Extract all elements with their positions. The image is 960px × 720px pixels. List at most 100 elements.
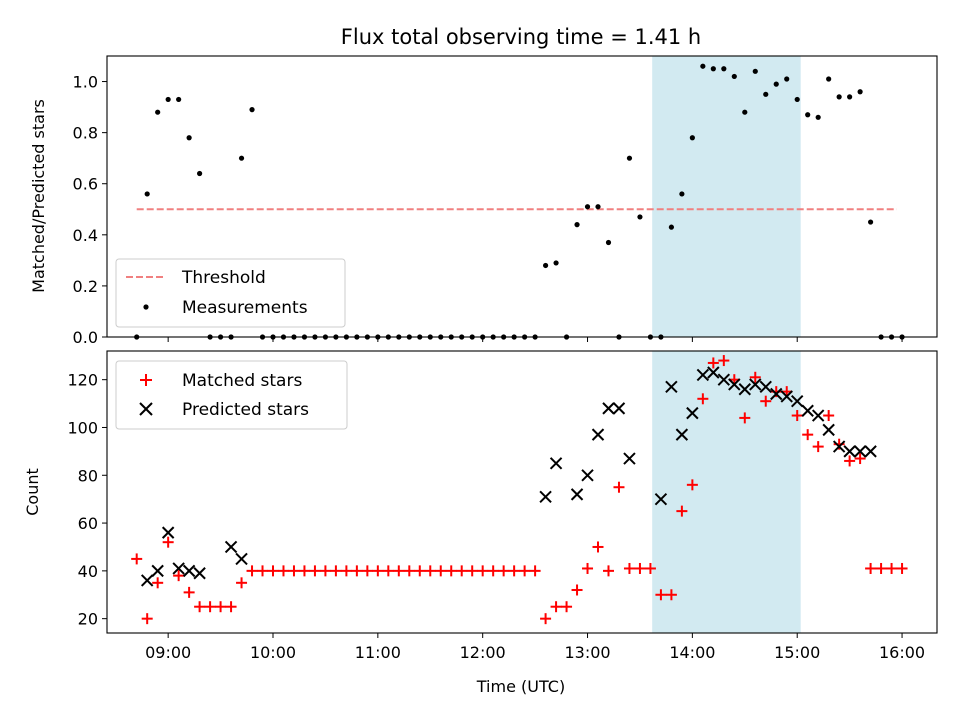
predicted-star-point xyxy=(161,526,175,539)
matched-star-point xyxy=(131,553,143,565)
x-axis-label: Time (UTC) xyxy=(476,677,565,696)
matched-star-point xyxy=(886,562,898,574)
matched-star-point xyxy=(655,589,667,601)
matched-star-point xyxy=(802,429,814,441)
matched-star-point xyxy=(340,565,352,577)
matched-star-point xyxy=(236,577,248,589)
measurement-point xyxy=(689,135,695,141)
predicted-star-point xyxy=(602,402,615,415)
predicted-star-point xyxy=(140,574,154,587)
top-axes-frame xyxy=(106,55,938,338)
predicted-star-point xyxy=(707,366,720,379)
matched-star-point xyxy=(749,371,761,383)
measurement-point xyxy=(197,170,203,177)
measurement-point xyxy=(176,96,182,103)
measurement-point xyxy=(805,112,811,118)
bottom-x-tick-label: 10:00 xyxy=(250,643,296,662)
matched-star-point xyxy=(592,541,604,553)
measurements-series xyxy=(134,63,905,340)
matched-star-point xyxy=(456,565,468,577)
bottom-y-tick-label: 40 xyxy=(78,562,98,581)
bottom-legend-box xyxy=(115,360,348,430)
predicted-star-point xyxy=(791,394,804,408)
legend-predicted-swatch xyxy=(139,402,153,416)
measurement-point xyxy=(605,239,612,246)
bottom-y-ticks: 20 40 60 80 100 120 xyxy=(67,371,107,629)
matched-star-point xyxy=(550,601,562,613)
predicted-star-point xyxy=(853,445,867,458)
top-y-tick-label: 1.0 xyxy=(73,73,98,92)
matched-star-point xyxy=(173,570,185,582)
top-y-tick-label: 0.6 xyxy=(73,175,98,194)
predicted-star-point xyxy=(172,562,185,575)
legend-matched-label: Matched stars xyxy=(182,371,302,391)
measurement-point xyxy=(721,66,727,72)
matched-star-point xyxy=(498,565,510,577)
matched-star-point xyxy=(540,613,552,625)
bottom-legend: Matched stars Predicted stars xyxy=(115,360,348,430)
matched-star-point xyxy=(204,601,216,613)
matched-star-point xyxy=(309,565,321,577)
measurement-point xyxy=(826,76,832,82)
bottom-y-tick-label: 80 xyxy=(78,466,98,485)
measurement-point xyxy=(542,262,549,269)
measurement-point xyxy=(574,222,580,228)
matched-star-point xyxy=(613,481,625,493)
matched-star-point xyxy=(561,601,573,613)
matched-star-point xyxy=(466,565,478,577)
matched-star-point xyxy=(602,565,614,577)
predicted-star-point xyxy=(570,488,584,501)
matched-star-point xyxy=(162,536,174,548)
matched-star-point xyxy=(875,562,887,574)
measurement-point xyxy=(836,94,842,100)
measurement-point xyxy=(794,96,800,103)
predicted-star-point xyxy=(801,404,814,417)
matched-star-point xyxy=(267,565,279,577)
matched-star-point xyxy=(823,410,835,422)
predicted-star-point xyxy=(549,457,563,470)
bottom-y-tick-label: 120 xyxy=(67,371,98,390)
top-panel: 0.0 0.2 0.4 0.6 0.8 1.0 Matched/Predicted sta… xyxy=(29,55,938,347)
predicted-star-point xyxy=(749,378,762,391)
bottom-y-axis-label: Count xyxy=(23,468,42,516)
matched-star-point xyxy=(665,589,677,601)
matched-star-point xyxy=(372,565,384,577)
matched-star-point xyxy=(529,565,541,577)
matched-star-point xyxy=(896,562,908,574)
measurement-point xyxy=(752,68,758,74)
matched-star-point xyxy=(644,562,656,574)
measurement-point xyxy=(249,107,255,113)
predicted-star-point xyxy=(728,378,741,391)
top-y-tick-label: 0.0 xyxy=(73,328,98,347)
matched-star-point xyxy=(623,562,635,574)
matched-star-point xyxy=(330,565,342,577)
predicted-star-point xyxy=(654,492,668,506)
predicted-stars-series xyxy=(140,366,877,587)
matched-star-point xyxy=(246,565,258,577)
predicted-star-point xyxy=(759,380,772,394)
measurement-point xyxy=(763,91,769,97)
legend-measurements-swatch xyxy=(143,304,149,310)
top-y-axis-label: Matched/Predicted stars xyxy=(29,99,48,293)
bottom-highlight-span xyxy=(652,351,801,633)
legend-matched-swatch xyxy=(140,374,152,386)
predicted-star-point xyxy=(581,469,594,482)
matched-star-point xyxy=(487,565,499,577)
matched-star-point xyxy=(582,562,594,574)
matched-star-point xyxy=(791,410,803,422)
matched-star-point xyxy=(403,565,415,577)
predicted-star-point xyxy=(696,368,710,382)
top-chart-title: Flux total observing time = 1.41 h xyxy=(341,25,701,49)
bottom-axes-frame xyxy=(106,350,938,634)
matched-star-point xyxy=(183,586,195,598)
matched-star-point xyxy=(319,565,331,577)
matched-star-point xyxy=(215,601,227,613)
top-legend-box xyxy=(115,258,346,328)
bottom-y-tick-label: 60 xyxy=(78,514,98,533)
matched-star-point xyxy=(257,565,269,577)
legend-measurements-label: Measurements xyxy=(182,298,308,318)
measurement-point xyxy=(857,89,863,95)
predicted-star-point xyxy=(811,409,825,422)
predicted-star-point xyxy=(675,428,689,441)
matched-stars-series xyxy=(131,355,908,625)
